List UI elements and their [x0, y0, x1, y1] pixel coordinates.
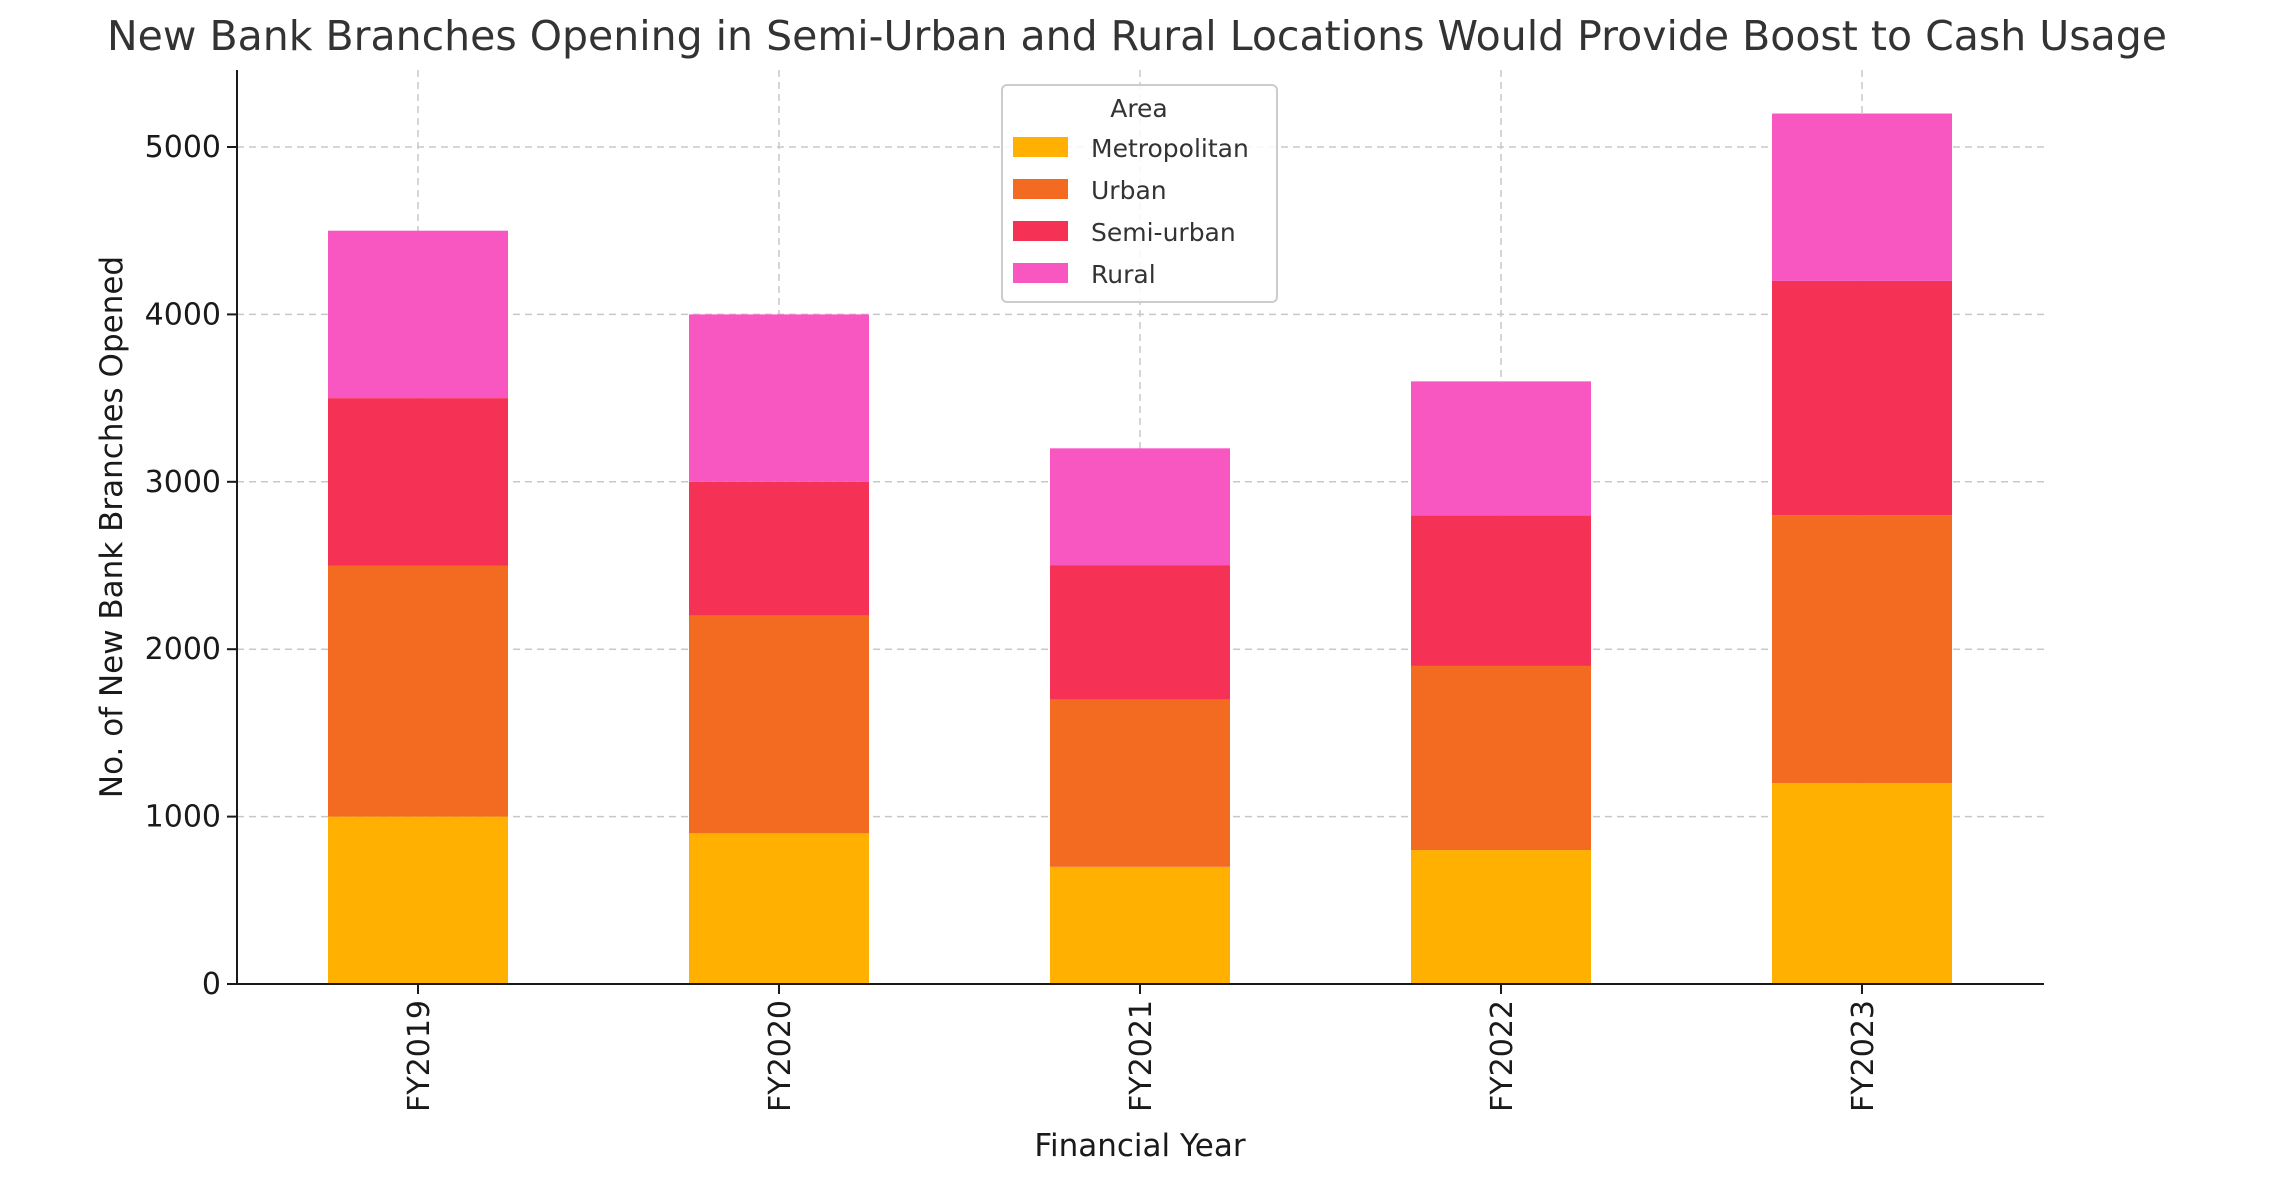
bar-fy2023-metropolitan	[1772, 783, 1952, 984]
legend-label: Urban	[1091, 176, 1167, 205]
bar-fy2022-urban	[1411, 665, 1591, 851]
y-axis-label: No. of New Bank Branches Opened	[94, 256, 130, 798]
chart-title: New Bank Branches Opening in Semi-Urban …	[107, 12, 2167, 60]
bar-fy2021-semi-urban	[1050, 565, 1230, 700]
bar-fy2020-metropolitan	[689, 833, 869, 984]
legend-label: Rural	[1091, 260, 1156, 289]
x-tick-label: FY2020	[763, 1000, 798, 1112]
y-tick-label: 3000	[145, 465, 221, 500]
legend-swatch-metropolitan	[1013, 137, 1068, 157]
y-tick-label: 4000	[145, 297, 221, 332]
bar-fy2023-semi-urban	[1772, 280, 1952, 516]
bar-fy2019-metropolitan	[328, 816, 508, 984]
legend-label: Metropolitan	[1091, 134, 1249, 163]
bar-fy2022-rural	[1411, 381, 1591, 516]
x-ticks: FY2019 FY2020 FY2021 FY2022 FY2023	[402, 984, 1881, 1112]
bar-fy2022-metropolitan	[1411, 850, 1591, 984]
legend-swatch-urban	[1013, 179, 1068, 199]
bar-fy2020-urban	[689, 615, 869, 834]
x-tick-label: FY2021	[1124, 1000, 1159, 1112]
x-tick-label: FY2019	[402, 1000, 437, 1112]
y-tick-label: 0	[202, 967, 221, 1002]
legend-swatch-rural	[1013, 263, 1068, 283]
x-axis-label: Financial Year	[1034, 1128, 1245, 1164]
bar-fy2020-semi-urban	[689, 481, 869, 616]
bar-fy2020-rural	[689, 314, 869, 482]
bar-fy2023-urban	[1772, 515, 1952, 784]
y-tick-label: 2000	[145, 632, 221, 667]
bar-fy2022-semi-urban	[1411, 515, 1591, 666]
bar-fy2021-metropolitan	[1050, 866, 1230, 984]
legend-box	[1001, 84, 1278, 303]
y-tick-label: 1000	[145, 800, 221, 835]
bar-fy2021-urban	[1050, 699, 1230, 867]
bar-fy2019-rural	[328, 230, 508, 399]
legend-title: Area	[1110, 94, 1168, 123]
bar-fy2023-rural	[1772, 113, 1952, 281]
legend-items: Metropolitan Urban Semi-urban Rural	[1013, 134, 1249, 289]
y-tick-label: 5000	[145, 130, 221, 165]
bar-fy2019-semi-urban	[328, 398, 508, 566]
legend-label: Semi-urban	[1091, 218, 1236, 247]
bar-fy2021-rural	[1050, 448, 1230, 566]
legend: Area Metropolitan Urban Semi-urban Rural	[1001, 84, 1278, 303]
legend-swatch-semi-urban	[1013, 221, 1068, 241]
bars	[328, 113, 1952, 984]
bar-fy2019-urban	[328, 565, 508, 817]
x-tick-label: FY2022	[1485, 1000, 1520, 1112]
y-ticks: 0 1000 2000 3000 4000 5000	[145, 130, 237, 1002]
x-tick-label: FY2023	[1846, 1000, 1881, 1112]
